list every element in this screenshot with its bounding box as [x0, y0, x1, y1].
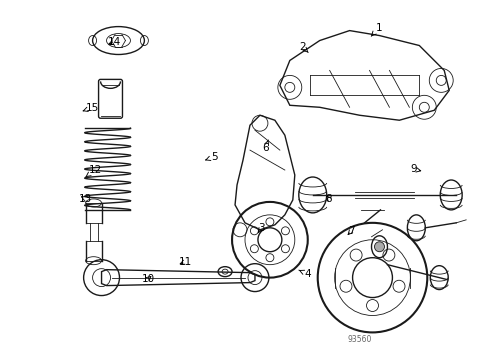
Text: 4: 4: [299, 269, 311, 279]
Text: 13: 13: [79, 194, 92, 204]
Text: 8: 8: [326, 194, 332, 204]
Text: 15: 15: [83, 103, 99, 113]
Text: 9: 9: [410, 164, 421, 174]
Text: 12: 12: [86, 165, 102, 177]
Text: 2: 2: [299, 42, 308, 53]
Text: 3: 3: [258, 224, 265, 233]
Text: 7: 7: [348, 226, 355, 236]
Text: 6: 6: [262, 140, 269, 153]
Text: 14: 14: [108, 37, 121, 47]
Text: 11: 11: [179, 257, 192, 267]
Text: 10: 10: [142, 274, 155, 284]
Circle shape: [374, 242, 385, 252]
Text: 1: 1: [371, 23, 383, 36]
Text: 5: 5: [206, 152, 218, 162]
Text: 93560: 93560: [347, 335, 372, 344]
